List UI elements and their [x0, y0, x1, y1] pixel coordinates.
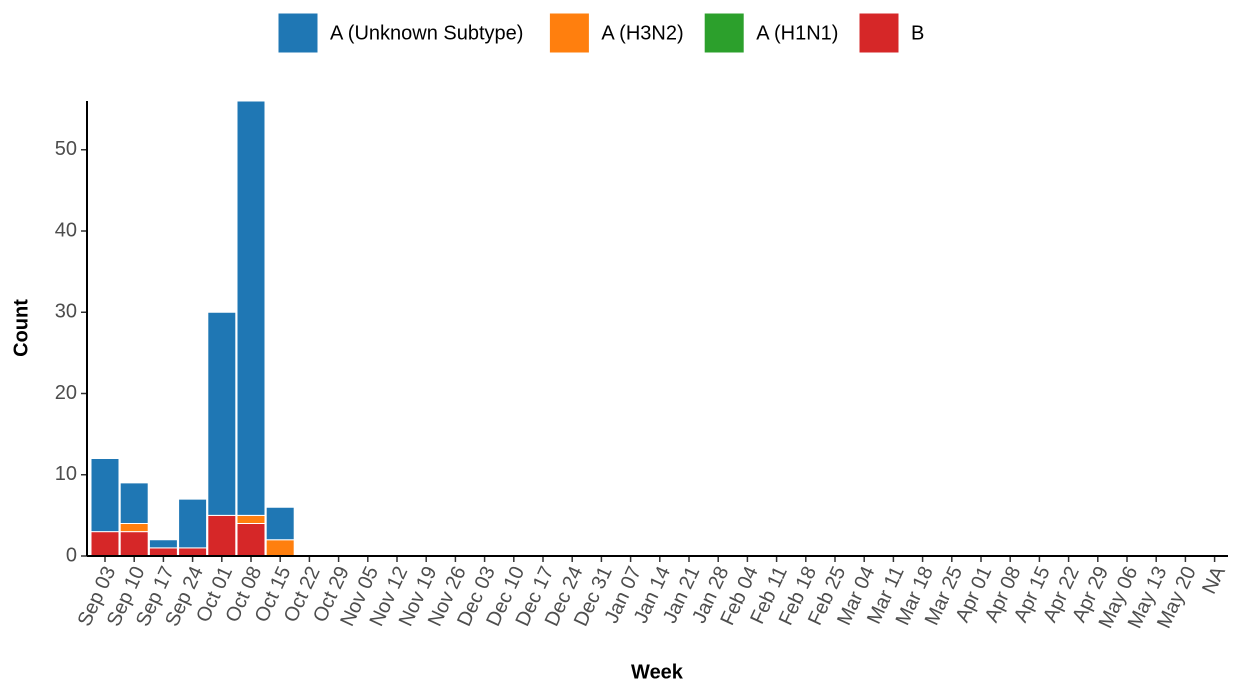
y-tick-label: 30 — [55, 301, 77, 323]
x-axis-title: Week — [631, 661, 684, 683]
legend-text: A (H3N2) — [601, 22, 683, 44]
bar-segment — [178, 547, 208, 557]
bar-segment — [90, 458, 120, 533]
x-tick-label: NA — [1198, 562, 1230, 597]
legend-text: B — [911, 22, 924, 44]
bar-segment — [119, 523, 149, 533]
bar-segment — [90, 531, 120, 557]
bar-segment — [236, 100, 266, 516]
bar-segment — [119, 482, 149, 524]
bar-segment — [178, 498, 208, 549]
y-tick-label: 0 — [66, 544, 77, 566]
bar-segment — [265, 506, 295, 541]
bar-segment — [207, 514, 237, 557]
legend-swatch — [858, 12, 900, 54]
legend-text: A (Unknown Subtype) — [330, 22, 523, 44]
bar-segment — [119, 531, 149, 557]
legend-swatch — [277, 12, 319, 54]
bar-segment — [265, 539, 295, 557]
bar-segment — [236, 523, 266, 557]
y-tick-label: 10 — [55, 463, 77, 485]
bar-segment — [148, 547, 178, 557]
legend-swatch — [703, 12, 745, 54]
bar-segment — [236, 514, 266, 524]
y-axis-title: Count — [10, 299, 32, 357]
y-tick-label: 50 — [55, 138, 77, 160]
bar-segment — [148, 539, 178, 549]
y-tick-label: 40 — [55, 219, 77, 241]
legend-text: A (H1N1) — [756, 22, 838, 44]
legend-swatch — [548, 12, 590, 54]
bar-segment — [207, 311, 237, 516]
y-tick-label: 20 — [55, 382, 77, 404]
